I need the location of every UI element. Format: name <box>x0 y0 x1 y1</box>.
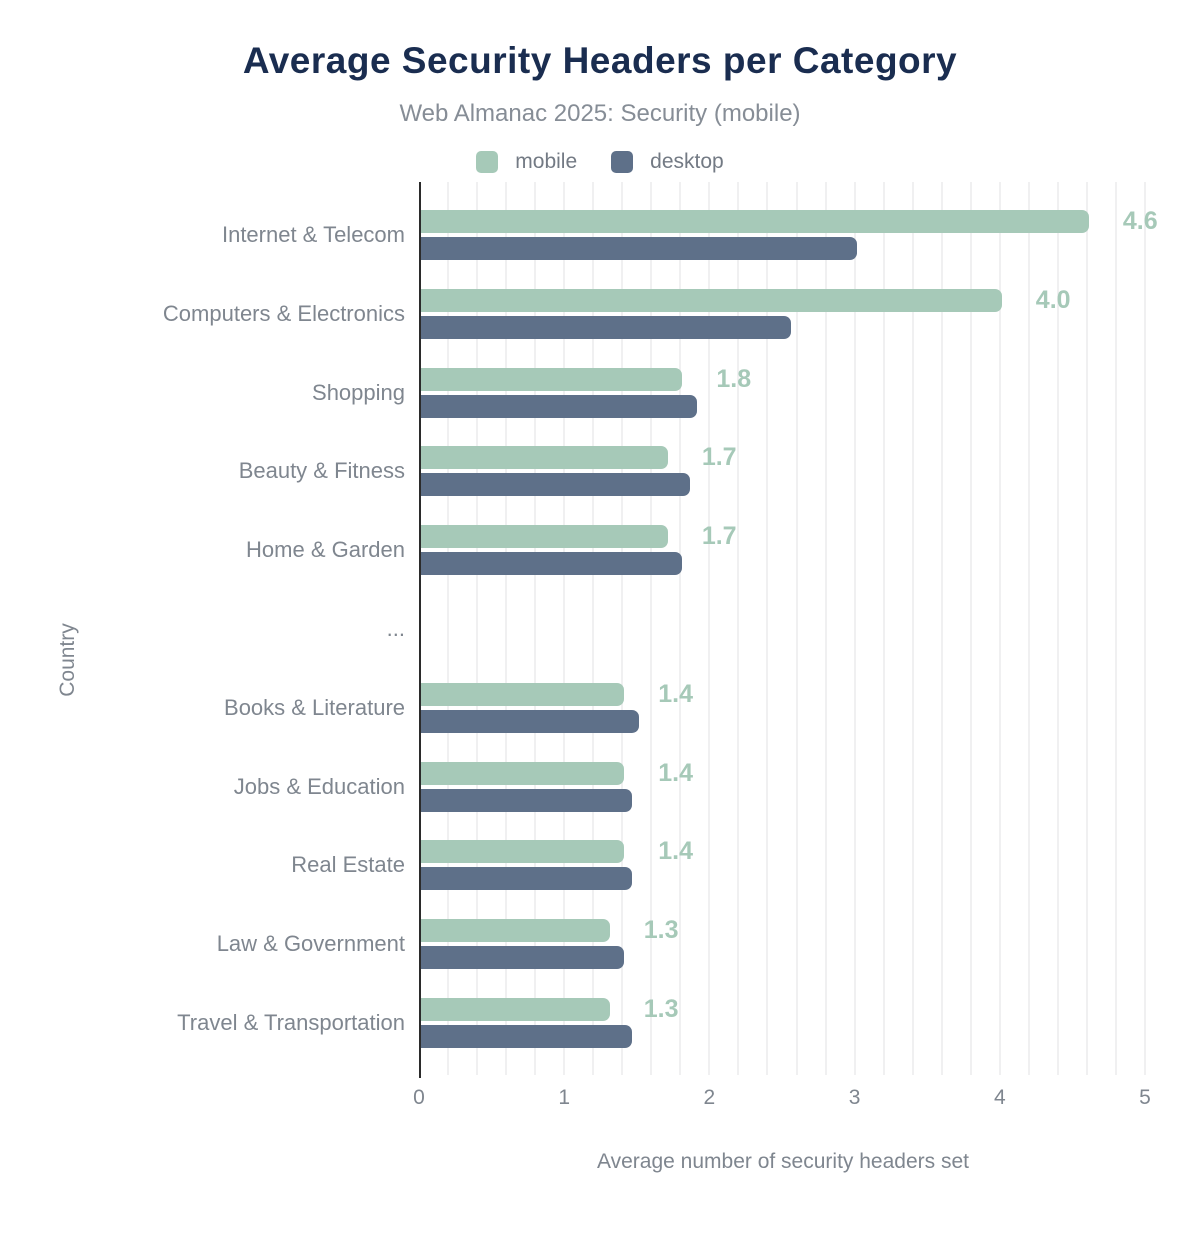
category-label: Shopping <box>312 379 405 405</box>
gridline <box>476 182 479 1075</box>
gridline <box>650 182 653 1075</box>
gridline <box>592 182 595 1075</box>
category-ellipsis-label: ... <box>386 616 405 641</box>
gridline <box>1056 182 1059 1075</box>
gridline <box>882 182 885 1075</box>
value-label: 1.4 <box>658 679 694 708</box>
category-label: Jobs & Education <box>233 773 405 799</box>
mobile-bar <box>421 288 1002 312</box>
gridline <box>737 182 740 1075</box>
desktop-bar <box>421 315 792 339</box>
value-label: 1.4 <box>658 758 694 787</box>
gridline <box>1114 182 1117 1075</box>
legend: mobile desktop <box>0 150 1200 174</box>
gridline <box>766 182 769 1075</box>
x-tick-label: 4 <box>993 1086 1006 1109</box>
category-label: Home & Garden <box>246 537 405 563</box>
category-label: Computers & Electronics <box>162 300 405 326</box>
desktop-bar <box>421 473 690 497</box>
mobile-bar <box>421 210 1089 233</box>
gridline <box>708 182 711 1075</box>
y-axis-line <box>419 182 421 1078</box>
gridline <box>447 182 450 1075</box>
gridline <box>795 182 798 1075</box>
gridline <box>563 182 566 1075</box>
desktop-bar <box>421 237 857 260</box>
value-label: 4.0 <box>1035 285 1071 314</box>
legend-item-mobile: mobile <box>476 150 577 174</box>
gridline <box>1085 182 1088 1075</box>
mobile-series-swatch <box>476 151 499 173</box>
gridline <box>940 182 943 1075</box>
gridline <box>969 182 972 1075</box>
x-tick-label: 5 <box>1139 1086 1151 1109</box>
category-label: Books & Literature <box>224 694 405 720</box>
value-label: 1.8 <box>716 364 752 393</box>
category-label: Internet & Telecom <box>221 222 405 247</box>
legend-label-desktop: desktop <box>650 150 724 173</box>
desktop-bar <box>421 788 632 812</box>
desktop-bar <box>421 709 639 733</box>
category-label: Law & Government <box>216 931 405 957</box>
desktop-series-swatch <box>611 151 634 173</box>
gridline <box>824 182 827 1075</box>
gridline <box>1144 182 1146 1075</box>
mobile-bar <box>421 682 625 706</box>
x-tick-label: 2 <box>703 1086 716 1109</box>
gridline <box>621 182 624 1075</box>
mobile-bar <box>421 367 683 391</box>
x-axis-title: Average number of security headers set <box>597 1150 969 1173</box>
mobile-bar <box>421 761 625 785</box>
desktop-bar <box>421 946 625 970</box>
gridline <box>679 182 682 1075</box>
desktop-bar <box>421 394 697 418</box>
legend-label-mobile: mobile <box>515 150 578 173</box>
desktop-bar <box>421 552 683 576</box>
mobile-bar <box>421 998 610 1021</box>
mobile-bar <box>421 525 668 549</box>
gridline <box>911 182 914 1075</box>
mobile-bar <box>421 446 668 470</box>
mobile-bar <box>421 919 610 943</box>
value-label: 1.4 <box>658 837 694 866</box>
desktop-bar <box>421 867 632 891</box>
value-label: 1.3 <box>643 916 679 945</box>
value-label: 1.7 <box>701 522 737 551</box>
gridline <box>534 182 537 1075</box>
category-label: Travel & Transportation <box>177 1010 405 1035</box>
chart-title: Average Security Headers per Category <box>242 40 958 81</box>
gridline <box>853 182 856 1075</box>
value-label: 4.6 <box>1122 207 1158 235</box>
category-label: Beauty & Fitness <box>238 458 405 484</box>
legend-item-desktop: desktop <box>611 150 724 174</box>
gridline <box>998 182 1001 1075</box>
x-tick-label: 0 <box>413 1086 425 1109</box>
mobile-bar <box>421 840 625 864</box>
value-label: 1.3 <box>643 995 679 1023</box>
category-label: Real Estate <box>291 852 405 878</box>
x-tick-label: 1 <box>558 1086 571 1109</box>
gridline <box>1027 182 1030 1075</box>
gridline <box>505 182 508 1075</box>
value-label: 1.7 <box>701 443 737 472</box>
desktop-bar <box>421 1025 632 1048</box>
chart-subtitle: Web Almanac 2025: Security (mobile) <box>399 100 801 127</box>
x-tick-label: 3 <box>848 1086 861 1109</box>
